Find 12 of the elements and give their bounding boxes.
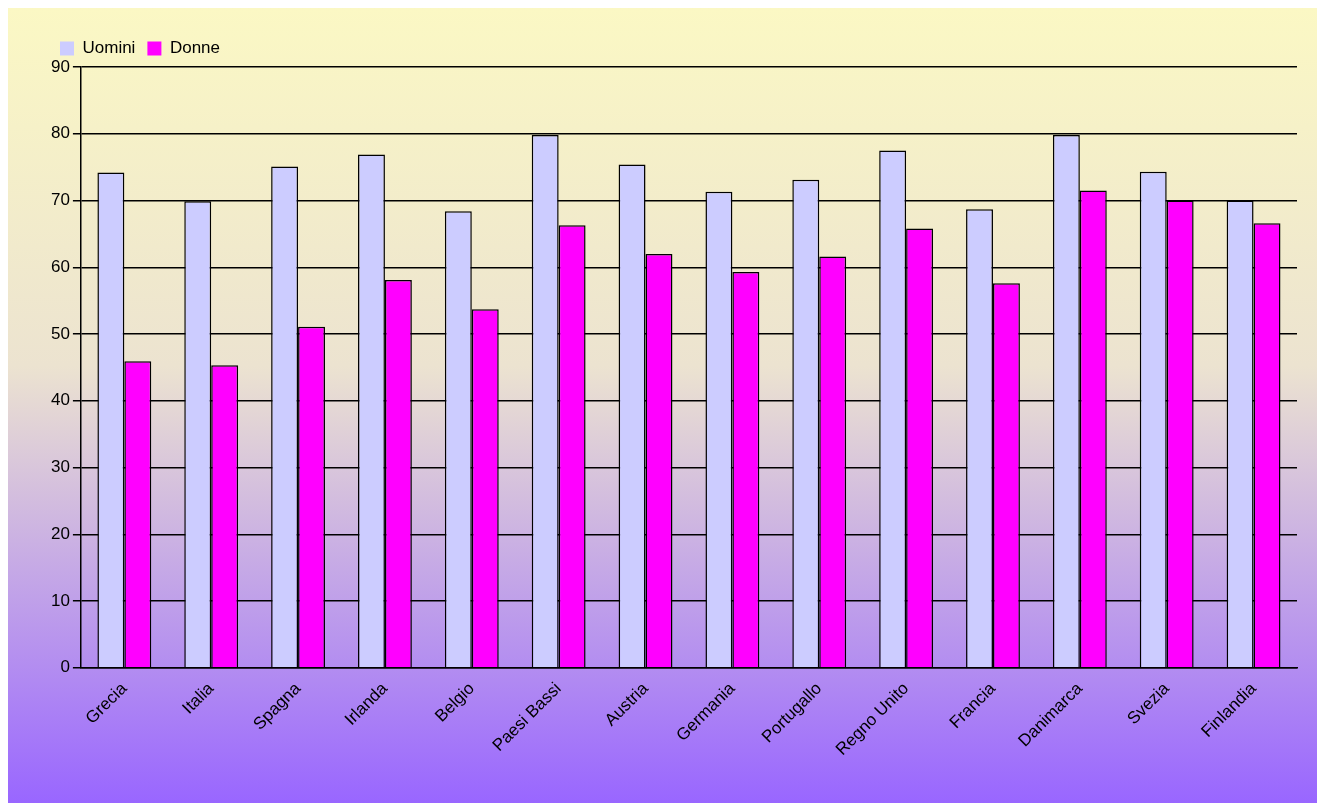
- y-tick-label: 80: [50, 123, 70, 143]
- y-tick-label: 20: [50, 523, 70, 543]
- y-tick-label: 90: [50, 56, 70, 76]
- legend-label: Uomini: [82, 38, 136, 58]
- y-tick-label: 70: [50, 190, 70, 210]
- y-tick-label: 0: [60, 657, 70, 677]
- y-tick-label: 60: [50, 256, 70, 276]
- y-tick-label: 30: [50, 457, 70, 477]
- y-tick-label: 10: [50, 590, 70, 610]
- legend-label: Donne: [169, 38, 221, 58]
- y-tick-label: 50: [50, 323, 70, 343]
- y-tick-label: 40: [50, 390, 70, 410]
